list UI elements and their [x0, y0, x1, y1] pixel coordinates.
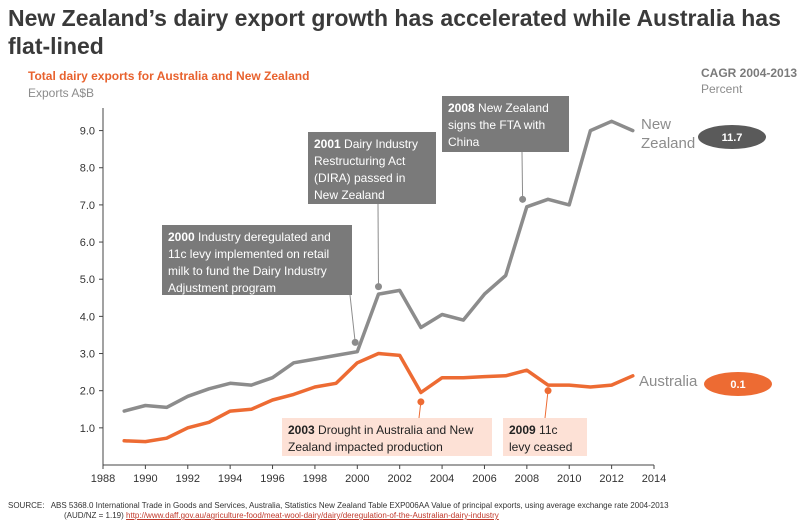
annotation-leader [377, 203, 379, 287]
annotation-box [503, 418, 587, 456]
x-tick-label: 1990 [133, 473, 157, 485]
annotation-leader [544, 390, 549, 419]
annotation-text: 2001 Dairy Industry [314, 137, 418, 151]
annotation-year: 2009 [509, 423, 539, 437]
annotation-text: 2003 Drought in Australia and New [288, 423, 474, 437]
source-label: SOURCE: [8, 501, 45, 510]
series-line-aus [122, 351, 635, 444]
annotation-dot [519, 195, 527, 203]
y-tick-label: 1.0 [80, 423, 95, 435]
x-tick-label: 2014 [642, 473, 666, 485]
annotation-text: signs the FTA with [448, 118, 545, 132]
annotation-box [162, 225, 352, 295]
annotation-box [308, 132, 436, 204]
y-axis-units: Exports A$B [28, 86, 95, 100]
cagr-title: CAGR 2004-2013 [701, 66, 798, 80]
series-label-aus: Australia [639, 373, 698, 390]
cagr-value-aus: 0.1 [730, 379, 745, 391]
annotation-line: 11c [539, 423, 557, 437]
source-text: ABS 5368.0 International Trade in Goods … [50, 501, 669, 510]
annotation-dot [417, 398, 425, 406]
annotation-year: 2008 [448, 101, 478, 115]
series-label-nz: Zealand [641, 135, 695, 152]
annotation-text: 2009 11c [509, 423, 558, 437]
annotation-text: Restructuring Act [314, 154, 406, 168]
cagr-subtitle: Percent [701, 82, 743, 96]
y-tick-label: 9.0 [80, 126, 95, 138]
annotation-text: New Zealand [314, 188, 385, 202]
x-tick-label: 2008 [515, 473, 539, 485]
source-link[interactable]: http://www.daff.gov.au/agriculture-food/… [126, 511, 499, 520]
annotation-text: Zealand impacted production [288, 440, 443, 454]
x-tick-label: 2002 [387, 473, 411, 485]
annotation-dot [351, 338, 359, 346]
source-text-2: (AUD/NZ = 1.19) [64, 511, 124, 520]
annotation-text: (DIRA) passed in [314, 171, 405, 185]
annotation-line: Drought in Australia and New [318, 423, 474, 437]
annotation-year: 2000 [168, 230, 198, 244]
series-label-nz: New [641, 116, 671, 133]
x-tick-label: 2006 [472, 473, 496, 485]
y-tick-label: 7.0 [80, 200, 95, 212]
annotation-line: Industry deregulated and [198, 230, 331, 244]
annotation-year: 2001 [314, 137, 344, 151]
x-tick-label: 2012 [599, 473, 623, 485]
series-line-nz [122, 119, 635, 413]
annotation-line: Dairy Industry [344, 137, 418, 151]
annotation-text: 2000 Industry deregulated and [168, 230, 331, 244]
x-tick-label: 2004 [430, 473, 454, 485]
annotation-year: 2003 [288, 423, 318, 437]
annotation-dot [375, 283, 382, 291]
x-tick-label: 2010 [557, 473, 581, 485]
x-tick-label: 1992 [176, 473, 200, 485]
source-note: SOURCE: ABS 5368.0 International Trade i… [8, 501, 798, 521]
y-tick-label: 2.0 [80, 386, 95, 398]
y-tick-label: 4.0 [80, 311, 95, 323]
annotation-text: Adjustment program [168, 281, 276, 295]
x-tick-label: 1988 [91, 473, 115, 485]
annotation-leader [521, 151, 524, 200]
chart: 1988 1990 1992 1994 1996 1998 2000 2002 2004 2006… [80, 96, 772, 485]
y-tick-label: 8.0 [80, 163, 95, 175]
chart-subtitle: Total dairy exports for Australia and Ne… [28, 69, 310, 83]
annotation-dot [544, 387, 552, 395]
annotation-line: New Zealand [478, 101, 549, 115]
annotation-text: milk to fund the Dairy Industry [168, 264, 327, 278]
x-tick-label: 1998 [303, 473, 327, 485]
annotation-box [442, 96, 569, 152]
y-tick-label: 3.0 [80, 349, 95, 361]
y-tick-label: 5.0 [80, 274, 95, 286]
page-title: New Zealand’s dairy export growth has ac… [8, 5, 781, 59]
x-tick-label: 1994 [218, 473, 242, 485]
annotation-text: China [448, 135, 480, 149]
cagr-badge-aus [704, 372, 772, 396]
annotation-leader [349, 294, 356, 343]
annotation-text: levy ceased [509, 440, 572, 454]
annotation-box [282, 418, 492, 456]
annotation-text: 11c levy implemented on retail [168, 247, 329, 261]
x-tick-label: 1996 [260, 473, 284, 485]
y-tick-label: 6.0 [80, 237, 95, 249]
annotation-text: 2008 New Zealand [448, 101, 549, 115]
cagr-badge-nz [698, 125, 766, 149]
cagr-value-nz: 11.7 [722, 132, 743, 144]
x-tick-label: 2000 [345, 473, 369, 485]
